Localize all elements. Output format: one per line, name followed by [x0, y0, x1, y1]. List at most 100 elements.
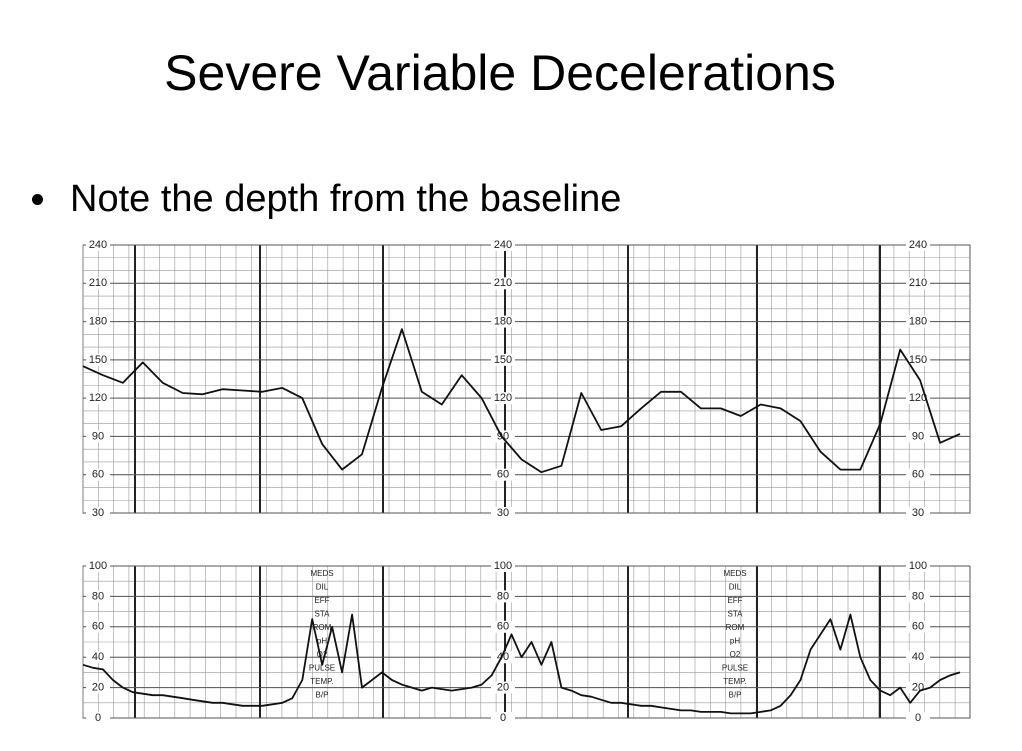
- annotation: PULSE: [309, 664, 335, 673]
- y-tick-label: 240: [909, 239, 927, 251]
- y-tick-label: 0: [95, 712, 101, 724]
- tick-label-bg: [491, 277, 515, 290]
- tick-label-bg: [86, 620, 110, 633]
- annotation: EFF: [314, 596, 329, 605]
- y-tick-label: 0: [915, 712, 921, 724]
- annotation: MEDS: [723, 569, 746, 578]
- y-tick-label: 30: [497, 507, 509, 519]
- y-tick-label: 80: [912, 590, 924, 602]
- y-tick-label: 30: [912, 507, 924, 519]
- annotation: DIL: [316, 583, 329, 592]
- annotation: MEDS: [310, 569, 333, 578]
- trace-line: [82, 613, 961, 715]
- annotation: STA: [728, 610, 744, 619]
- annotation: O2: [317, 650, 328, 659]
- tick-label-bg: [491, 239, 515, 251]
- y-tick-label: 60: [912, 621, 924, 633]
- tick-label-bg: [86, 560, 110, 572]
- tick-label-bg: [491, 430, 515, 443]
- tick-label-bg: [491, 353, 515, 366]
- tick-label-bg: [491, 468, 515, 481]
- y-tick-label: 90: [92, 430, 104, 442]
- tick-label-bg: [86, 651, 110, 664]
- y-tick-label: 100: [89, 560, 107, 572]
- tick-label-bg: [491, 590, 515, 603]
- annotation: DIL: [729, 583, 742, 592]
- y-tick-label: 150: [89, 354, 107, 366]
- tick-label-bg: [906, 239, 930, 251]
- y-tick-label: 100: [494, 560, 512, 572]
- tick-label-bg: [906, 560, 930, 572]
- tick-label-bg: [906, 590, 930, 603]
- tick-label-bg: [491, 620, 515, 633]
- slide-title: Severe Variable Decelerations: [164, 45, 836, 101]
- tick-label-bg: [86, 507, 110, 519]
- annotation: STA: [315, 610, 331, 619]
- y-tick-label: 210: [89, 277, 107, 289]
- bullet-text: Note the depth from the baseline: [70, 178, 622, 220]
- trace-line: [82, 328, 961, 474]
- tick-label-bg: [906, 315, 930, 328]
- annotation: PULSE: [722, 664, 748, 673]
- bullet-marker: [32, 194, 43, 205]
- tick-label-bg: [491, 560, 515, 572]
- y-tick-label: 90: [912, 430, 924, 442]
- y-tick-label: 210: [909, 277, 927, 289]
- tick-label-bg: [906, 507, 930, 519]
- annotation: TEMP.: [723, 677, 746, 686]
- tick-label-bg: [491, 315, 515, 328]
- tick-label-bg: [491, 681, 515, 694]
- tick-label-bg: [86, 353, 110, 366]
- y-tick-label: 80: [497, 590, 509, 602]
- y-tick-label: 150: [494, 354, 512, 366]
- tick-label-bg: [906, 353, 930, 366]
- y-tick-label: 180: [494, 315, 512, 327]
- y-tick-label: 60: [92, 469, 104, 481]
- y-tick-label: 30: [92, 507, 104, 519]
- annotation: B/P: [316, 691, 329, 700]
- y-tick-label: 240: [494, 239, 512, 251]
- annotation: pH: [730, 637, 740, 646]
- tick-label-bg: [906, 277, 930, 290]
- y-tick-label: 120: [909, 392, 927, 404]
- tick-label-bg: [86, 681, 110, 694]
- y-tick-label: 150: [909, 354, 927, 366]
- tick-label-bg: [906, 468, 930, 481]
- y-tick-label: 180: [909, 315, 927, 327]
- y-tick-label: 40: [92, 651, 104, 663]
- y-tick-label: 120: [89, 392, 107, 404]
- y-tick-label: 60: [92, 621, 104, 633]
- annotation: B/P: [729, 691, 742, 700]
- tick-label-bg: [86, 430, 110, 443]
- tick-label-bg: [491, 507, 515, 519]
- annotation: ROM: [313, 623, 332, 632]
- tick-label-bg: [86, 468, 110, 481]
- tick-label-bg: [491, 651, 515, 664]
- y-tick-label: 60: [912, 469, 924, 481]
- annotation: ROM: [726, 623, 745, 632]
- y-tick-label: 120: [494, 392, 512, 404]
- tick-label-bg: [86, 392, 110, 405]
- tick-label-bg: [906, 681, 930, 694]
- tick-label-bg: [491, 392, 515, 405]
- tick-label-bg: [491, 712, 515, 724]
- y-tick-label: 100: [909, 560, 927, 572]
- y-tick-label: 40: [912, 651, 924, 663]
- y-tick-label: 210: [494, 277, 512, 289]
- tick-label-bg: [906, 712, 930, 724]
- annotation: O2: [730, 650, 741, 659]
- tick-label-bg: [906, 430, 930, 443]
- y-tick-label: 60: [497, 621, 509, 633]
- annotation: TEMP.: [310, 677, 333, 686]
- y-tick-label: 20: [912, 682, 924, 694]
- tick-label-bg: [906, 651, 930, 664]
- annotation: pH: [317, 637, 327, 646]
- tick-label-bg: [86, 590, 110, 603]
- annotation: EFF: [727, 596, 742, 605]
- tick-label-bg: [86, 277, 110, 290]
- y-tick-label: 240: [89, 239, 107, 251]
- y-tick-label: 20: [92, 682, 104, 694]
- y-tick-label: 20: [497, 682, 509, 694]
